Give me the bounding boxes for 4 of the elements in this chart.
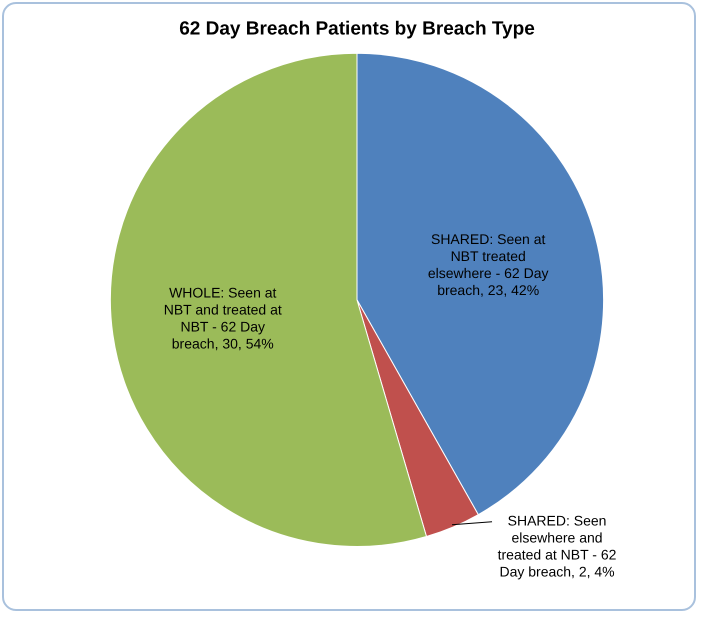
chart-title: 62 Day Breach Patients by Breach Type — [179, 18, 535, 40]
slice-label: SHARED: Seen elsewhere and treated at NBT - 62 Day breach, 2, 4% — [498, 512, 617, 580]
slice-label: WHOLE: Seen at NBT and treated at NBT - 62 Day breach, 30, 54% — [164, 284, 282, 352]
slice-label: SHARED: Seen at NBT treated elsewhere - 62 Day breach, 23, 42% — [428, 230, 548, 298]
